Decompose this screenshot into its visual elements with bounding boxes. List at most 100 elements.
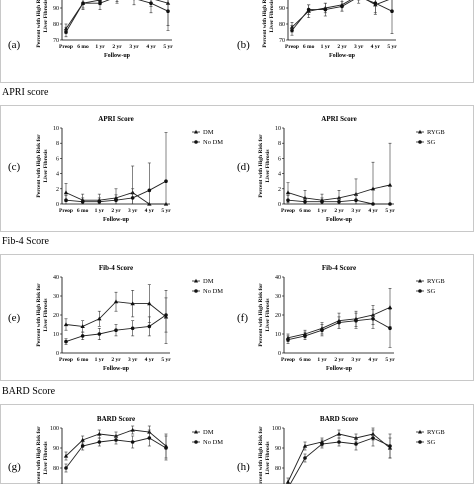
data-point-circle xyxy=(131,440,135,444)
panel-letter: (c) xyxy=(8,161,21,173)
data-point-circle xyxy=(64,466,68,470)
x-tick-label: Preop xyxy=(281,208,295,214)
x-tick-label: 1 yr xyxy=(95,44,105,50)
x-tick-label: 3 yr xyxy=(129,44,139,50)
chart-title: BARD Score xyxy=(97,415,135,423)
legend-label: SG xyxy=(427,439,436,446)
x-tick-label: 5 yr xyxy=(161,357,171,363)
y-tick-label: 40 xyxy=(53,275,59,281)
x-tick-label: 3 yr xyxy=(351,208,361,214)
legend-label: No DM xyxy=(203,288,223,295)
data-point-circle xyxy=(371,202,375,206)
y-axis-label-line1: Percent with High Risk for xyxy=(36,0,42,48)
panel-letter: (e) xyxy=(8,312,21,324)
x-tick-label: 2 yr xyxy=(334,357,344,363)
y-axis-label-line1: Percent with High Risk for xyxy=(258,426,264,484)
y-tick-label: 6 xyxy=(56,156,59,162)
data-point-circle xyxy=(98,332,102,336)
x-tick-label: 4 yr xyxy=(145,357,155,363)
x-tick-label: 5 yr xyxy=(385,357,395,363)
y-tick-label: 2 xyxy=(56,187,59,193)
x-tick-label: 1 yr xyxy=(95,208,105,214)
y-tick-label: 100 xyxy=(272,426,281,432)
data-point-circle xyxy=(354,198,358,202)
y-tick-label: 90 xyxy=(279,6,285,12)
data-point-circle xyxy=(98,440,102,444)
data-point-circle xyxy=(98,1,102,5)
data-point-triangle xyxy=(388,305,392,309)
data-point-circle xyxy=(98,200,102,204)
x-tick-label: Preop xyxy=(285,44,299,50)
data-point-triangle xyxy=(97,432,101,436)
x-axis-label: Follow-up xyxy=(326,366,353,372)
y-tick-label: 40 xyxy=(275,275,281,281)
panel-letter: (h) xyxy=(237,461,250,473)
x-tick-label: 5 yr xyxy=(161,208,171,214)
y-tick-label: 80 xyxy=(53,22,59,28)
data-point-circle xyxy=(320,328,324,332)
x-tick-label: 3 yr xyxy=(351,357,361,363)
data-point-circle xyxy=(164,446,168,450)
x-tick-label: 6 mo xyxy=(77,357,89,363)
data-point-circle xyxy=(337,440,341,444)
y-axis-label-line1: Percent with High Risk for xyxy=(36,283,42,347)
y-axis-label-line1: Percent with High Risk for xyxy=(36,426,42,484)
x-tick-label: Preop xyxy=(59,357,73,363)
data-point-circle xyxy=(114,198,118,202)
data-point-circle xyxy=(114,438,118,442)
data-point-triangle xyxy=(286,190,290,194)
x-tick-label: 4 yr xyxy=(368,357,378,363)
data-point-circle xyxy=(307,8,311,12)
chart-title: BARD Score xyxy=(320,415,358,423)
x-tick-label: 6 mo xyxy=(77,208,89,214)
x-tick-label: 4 yr xyxy=(146,44,156,50)
data-point-triangle xyxy=(388,183,392,187)
chart-panel-1: (a)708090100Preop6 mo1 yr2 yr3 yr4 yr5 y… xyxy=(8,0,173,59)
y-tick-label: 90 xyxy=(275,446,281,452)
data-point-circle xyxy=(131,196,135,200)
data-point-circle xyxy=(81,1,85,5)
y-tick-label: 80 xyxy=(279,22,285,28)
data-point-circle xyxy=(371,436,375,440)
x-tick-label: 5 yr xyxy=(385,208,395,214)
x-tick-label: 5 yr xyxy=(387,44,397,50)
data-point-circle xyxy=(303,334,307,338)
data-point-circle xyxy=(81,444,85,448)
data-point-circle xyxy=(166,9,170,13)
x-tick-label: 4 yr xyxy=(145,208,155,214)
y-tick-label: 80 xyxy=(275,466,281,472)
data-point-circle xyxy=(354,442,358,446)
data-point-circle xyxy=(303,200,307,204)
data-point-circle xyxy=(388,202,392,206)
legend-label: No DM xyxy=(203,139,223,146)
y-axis-label-line2: Liver Fibrosis xyxy=(43,0,49,32)
y-tick-label: 4 xyxy=(278,172,281,178)
legend-marker-circle xyxy=(418,289,422,293)
data-point-triangle xyxy=(64,322,68,326)
data-point-circle xyxy=(114,328,118,332)
data-point-circle xyxy=(81,200,85,204)
data-point-circle xyxy=(337,321,341,325)
y-axis-label-line2: Liver Fibrosis xyxy=(269,0,275,32)
data-point-circle xyxy=(131,327,135,331)
x-tick-label: 4 yr xyxy=(368,208,378,214)
x-axis-label: Follow-up xyxy=(103,217,130,223)
x-tick-label: 4 yr xyxy=(371,44,381,50)
y-tick-label: 90 xyxy=(53,6,59,12)
x-tick-label: 3 yr xyxy=(354,44,364,50)
x-tick-label: Preop xyxy=(59,208,73,214)
legend-marker-circle xyxy=(194,440,198,444)
legend-label: RYGB xyxy=(427,278,445,285)
x-tick-label: 6 mo xyxy=(299,208,311,214)
panel-letter: (a) xyxy=(8,39,21,51)
x-tick-label: Preop xyxy=(281,357,295,363)
x-tick-label: 1 yr xyxy=(95,357,105,363)
x-axis-label: Follow-up xyxy=(103,366,130,372)
chart-title: APRI Score xyxy=(321,115,356,123)
y-axis-label-line2: Liver Fibrosis xyxy=(43,150,49,183)
data-point-triangle xyxy=(64,190,68,194)
y-tick-label: 90 xyxy=(53,446,59,452)
x-axis-label: Follow-up xyxy=(104,53,131,59)
